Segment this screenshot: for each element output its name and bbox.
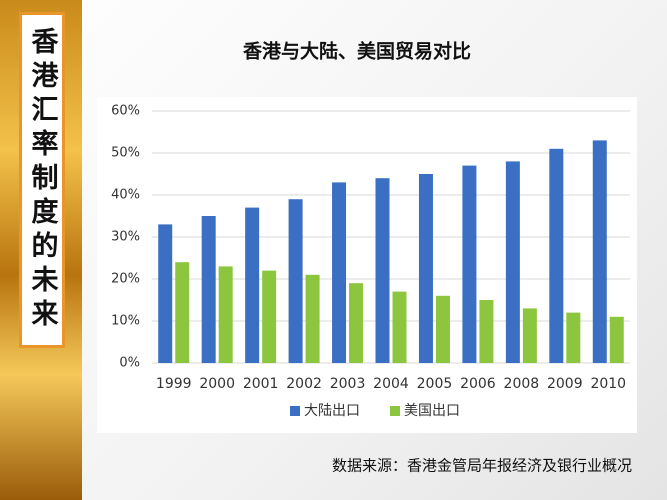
bar <box>175 262 190 363</box>
bar <box>549 148 564 363</box>
y-tick-label: 50% <box>111 146 140 161</box>
source-note: 数据来源：香港金管局年报经济及银行业概况 <box>332 457 632 475</box>
bar <box>505 161 520 363</box>
y-tick-label: 20% <box>111 272 140 287</box>
legend-label: 美国出口 <box>404 403 460 419</box>
x-tick-label: 2001 <box>243 376 279 392</box>
bar <box>158 224 173 363</box>
y-tick-label: 60% <box>111 104 140 119</box>
x-tick-label: 2009 <box>547 376 583 392</box>
y-tick-label: 0% <box>119 356 140 371</box>
y-tick-label: 30% <box>111 230 140 245</box>
bar <box>245 207 260 363</box>
bar <box>349 283 364 363</box>
x-tick-label: 2008 <box>504 376 540 392</box>
bar <box>305 274 320 363</box>
y-tick-label: 10% <box>111 314 140 329</box>
bar <box>462 165 477 363</box>
bar <box>375 178 390 363</box>
x-tick-label: 2003 <box>330 376 366 392</box>
bar <box>201 216 216 363</box>
x-tick-label: 2002 <box>286 376 322 392</box>
bar <box>435 295 450 363</box>
legend-label: 大陆出口 <box>304 403 360 419</box>
bar <box>288 199 303 363</box>
bar <box>479 300 494 363</box>
bar <box>592 140 607 363</box>
bar <box>609 316 624 363</box>
x-tick-label: 2006 <box>460 376 496 392</box>
sidebar-title: 香港汇率制度的未来 <box>19 12 65 348</box>
x-tick-label: 2005 <box>417 376 453 392</box>
legend-swatch <box>290 406 300 416</box>
chart-title: 香港与大陆、美国贸易对比 <box>242 40 471 63</box>
x-tick-label: 1999 <box>156 376 192 392</box>
bar <box>332 182 347 363</box>
bar <box>418 174 433 363</box>
x-tick-label: 2000 <box>199 376 235 392</box>
bar <box>392 291 407 363</box>
bar <box>262 270 277 363</box>
bar <box>218 266 233 363</box>
x-tick-label: 2010 <box>590 376 626 392</box>
x-tick-label: 2004 <box>373 376 409 392</box>
legend-swatch <box>390 406 400 416</box>
bar <box>522 308 537 363</box>
bar <box>566 312 581 363</box>
y-tick-label: 40% <box>111 188 140 203</box>
